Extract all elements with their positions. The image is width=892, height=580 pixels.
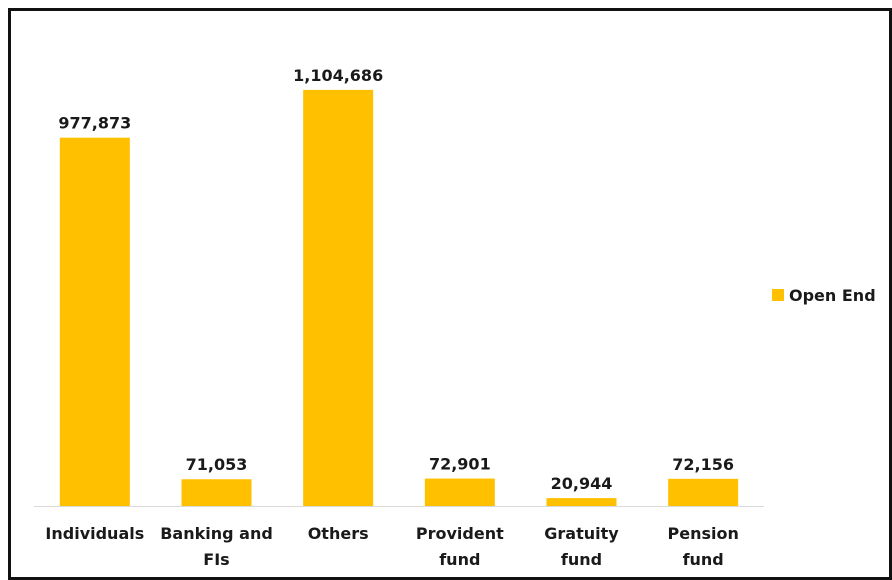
category-labels-group: Individuals Banking and FIs Others Provident… [45, 524, 738, 569]
value-label-0: 977,873 [58, 114, 131, 133]
value-labels-group: 977,873 71,053 1,104,686 72,901 20,944 72,156 [58, 66, 734, 493]
value-label-5: 72,156 [672, 455, 734, 474]
legend: Open End [772, 286, 876, 305]
category-label-0: Individuals [45, 524, 144, 543]
bars-group [59, 89, 739, 506]
bar-5 [668, 478, 739, 506]
category-label-5: Pension fund [667, 524, 738, 569]
category-label-2: Others [308, 524, 369, 543]
value-label-3: 72,901 [429, 455, 491, 474]
category-label-1: Banking and FIs [160, 524, 273, 569]
legend-swatch-open-end [772, 289, 784, 301]
category-label-4: Gratuity fund [544, 524, 619, 569]
legend-label-open-end: Open End [789, 286, 876, 305]
bar-0 [59, 137, 130, 506]
bar-4 [546, 498, 617, 506]
bar-1 [181, 479, 252, 506]
value-label-2: 1,104,686 [293, 66, 383, 85]
bar-2 [303, 89, 374, 506]
value-label-1: 71,053 [186, 455, 248, 474]
bar-3 [424, 478, 495, 506]
category-label-3: Provident fund [416, 524, 504, 569]
value-label-4: 20,944 [551, 474, 613, 493]
